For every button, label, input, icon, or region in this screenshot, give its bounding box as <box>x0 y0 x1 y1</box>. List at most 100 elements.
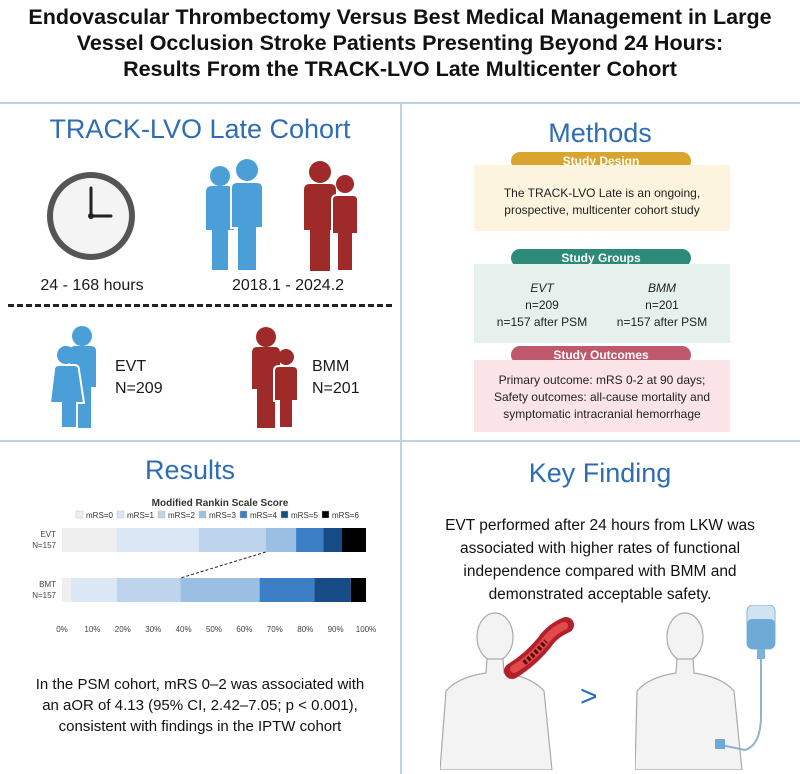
key-heading: Key Finding <box>528 458 672 488</box>
evt-people-icon <box>48 326 96 429</box>
legend-swatch <box>198 510 207 519</box>
clock-icon <box>47 172 135 260</box>
outcomes-line-3: symptomatic intracranial hemorrhage <box>503 407 701 421</box>
group-bmm-n: n=201 <box>645 298 679 312</box>
group-evt-psm: n=157 after PSM <box>496 315 588 329</box>
bar-segment <box>350 578 366 602</box>
results-heading: Results <box>144 455 236 485</box>
x-tick-label: 40% <box>176 625 192 634</box>
center-divider <box>400 102 402 774</box>
legend-label: mRS=2 <box>168 511 195 520</box>
bmm-n: N=201 <box>312 380 360 397</box>
design-line-1: The TRACK-LVO Late is an ongoing, <box>503 186 701 200</box>
x-tick-label: 50% <box>206 625 222 634</box>
results-line-1: In the PSM cohort, mRS 0–2 was associate… <box>35 676 365 693</box>
legend-swatch <box>280 510 289 519</box>
key-line-2: associated with higher rates of function… <box>459 540 741 557</box>
methods-heading: Methods <box>548 118 652 148</box>
x-tick-label: 30% <box>145 625 161 634</box>
cohort-heading: TRACK-LVO Late Cohort <box>49 114 351 144</box>
iv-drip-icon <box>715 605 776 752</box>
group-evt-n: n=209 <box>525 298 559 312</box>
group-bmm-psm: n=157 after PSM <box>616 315 708 329</box>
row-label: BMT <box>39 580 56 589</box>
results-line-3: consistent with findings in the IPTW coh… <box>58 718 342 735</box>
study-groups-box: EVT n=209 n=157 after PSM BMM n=201 n=15… <box>474 264 730 343</box>
bar-segment <box>265 528 297 552</box>
bar-segment <box>71 578 117 602</box>
x-tick-label: 0% <box>56 625 68 634</box>
bar-segment <box>116 578 181 602</box>
legend-label: mRS=0 <box>86 511 113 520</box>
row-label: EVT <box>40 530 56 539</box>
chart-row-labels: EVT N=157 BMT N=157 <box>32 530 56 600</box>
group-evt-name: EVT <box>530 281 554 295</box>
legend-label: mRS=3 <box>209 511 236 520</box>
bmm-label: BMM <box>312 358 350 375</box>
legend-swatch <box>239 510 248 519</box>
legend-swatch <box>116 510 125 519</box>
legend-label: mRS=5 <box>291 511 318 520</box>
people-blue-icon <box>206 159 264 272</box>
outcomes-line-1: Primary outcome: mRS 0-2 at 90 days; <box>498 373 706 387</box>
x-tick-label: 70% <box>267 625 283 634</box>
evt-label: EVT <box>115 358 147 375</box>
study-outcomes-pill: Study Outcomes <box>511 346 691 364</box>
dates-label: 2018.1 - 2024.2 <box>231 277 345 294</box>
design-line-2: prospective, multicenter cohort study <box>504 203 700 217</box>
bar-segment <box>62 528 117 552</box>
chart-title: Modified Rankin Scale Score <box>152 498 289 509</box>
legend-swatch <box>321 510 330 519</box>
comparison-symbol: > <box>580 680 598 713</box>
legend-label: mRS=6 <box>332 511 359 520</box>
mrs-chart: Modified Rankin Scale Score mRS=0 mRS=1 mR… <box>32 498 376 634</box>
bar-segment <box>314 578 351 602</box>
key-line-3: independence compared with BMM and <box>463 563 737 580</box>
group-bmm-name: BMM <box>648 281 676 295</box>
bar-segment <box>296 528 324 552</box>
study-design-box: The TRACK-LVO Late is an ongoing, prospe… <box>474 165 730 231</box>
row-label: N=157 <box>32 541 56 550</box>
key-text: EVT performed after 24 hours from LKW wa… <box>400 514 800 606</box>
chart-x-ticks: 0% 10% 20% 30% 40% 50% 60% 70% 80% 90% 100% <box>56 625 376 634</box>
results-text: In the PSM cohort, mRS 0–2 was associate… <box>10 674 390 737</box>
evt-n: N=209 <box>115 380 163 397</box>
bar-segment <box>341 528 366 552</box>
results-line-2: an aOR of 4.13 (95% CI, 2.42–7.05; p < 0… <box>42 697 358 714</box>
bar-segment <box>323 528 342 552</box>
chart-bars <box>62 528 366 602</box>
x-tick-label: 80% <box>297 625 313 634</box>
bar-segment <box>198 528 266 552</box>
people-red-icon <box>304 161 359 272</box>
key-line-1: EVT performed after 24 hours from LKW wa… <box>445 517 755 534</box>
patient-bmm-illustration <box>635 605 776 770</box>
chart-legend: mRS=0 mRS=1 mRS=2 mRS=3 mRS=4 mRS=5 mRS=6 <box>75 510 359 520</box>
bmm-people-icon <box>252 327 299 429</box>
hours-label: 24 - 168 hours <box>40 277 144 294</box>
study-outcomes-box: Primary outcome: mRS 0-2 at 90 days; Saf… <box>474 360 730 432</box>
bar-segment <box>180 578 260 602</box>
bar-segment <box>62 578 72 602</box>
title-line-2: Vessel Occlusion Stroke Patients Present… <box>76 31 724 55</box>
key-line-4: demonstrated acceptable safety. <box>488 586 712 603</box>
legend-swatch <box>157 510 166 519</box>
group-evt: EVT n=209 n=157 after PSM <box>492 280 592 331</box>
x-tick-label: 100% <box>356 625 376 634</box>
x-tick-label: 90% <box>328 625 344 634</box>
main-title: Endovascular Thrombectomy Versus Best Me… <box>0 4 800 82</box>
mrs-connector-line <box>180 551 266 579</box>
x-tick-label: 60% <box>236 625 252 634</box>
title-line-3: Results From the TRACK-LVO Late Multicen… <box>123 57 677 81</box>
x-tick-label: 20% <box>115 625 131 634</box>
legend-label: mRS=1 <box>127 511 154 520</box>
bar-segment <box>259 578 315 602</box>
title-line-1: Endovascular Thrombectomy Versus Best Me… <box>28 5 772 29</box>
patient-evt-illustration <box>440 612 574 770</box>
legend-label: mRS=4 <box>250 511 277 520</box>
x-tick-label: 10% <box>84 625 100 634</box>
row-label: N=157 <box>32 591 56 600</box>
study-groups-pill: Study Groups <box>511 249 691 267</box>
outcomes-line-2: Safety outcomes: all-cause mortality and <box>493 390 711 404</box>
group-bmm: BMM n=201 n=157 after PSM <box>612 280 712 331</box>
bar-segment <box>116 528 199 552</box>
